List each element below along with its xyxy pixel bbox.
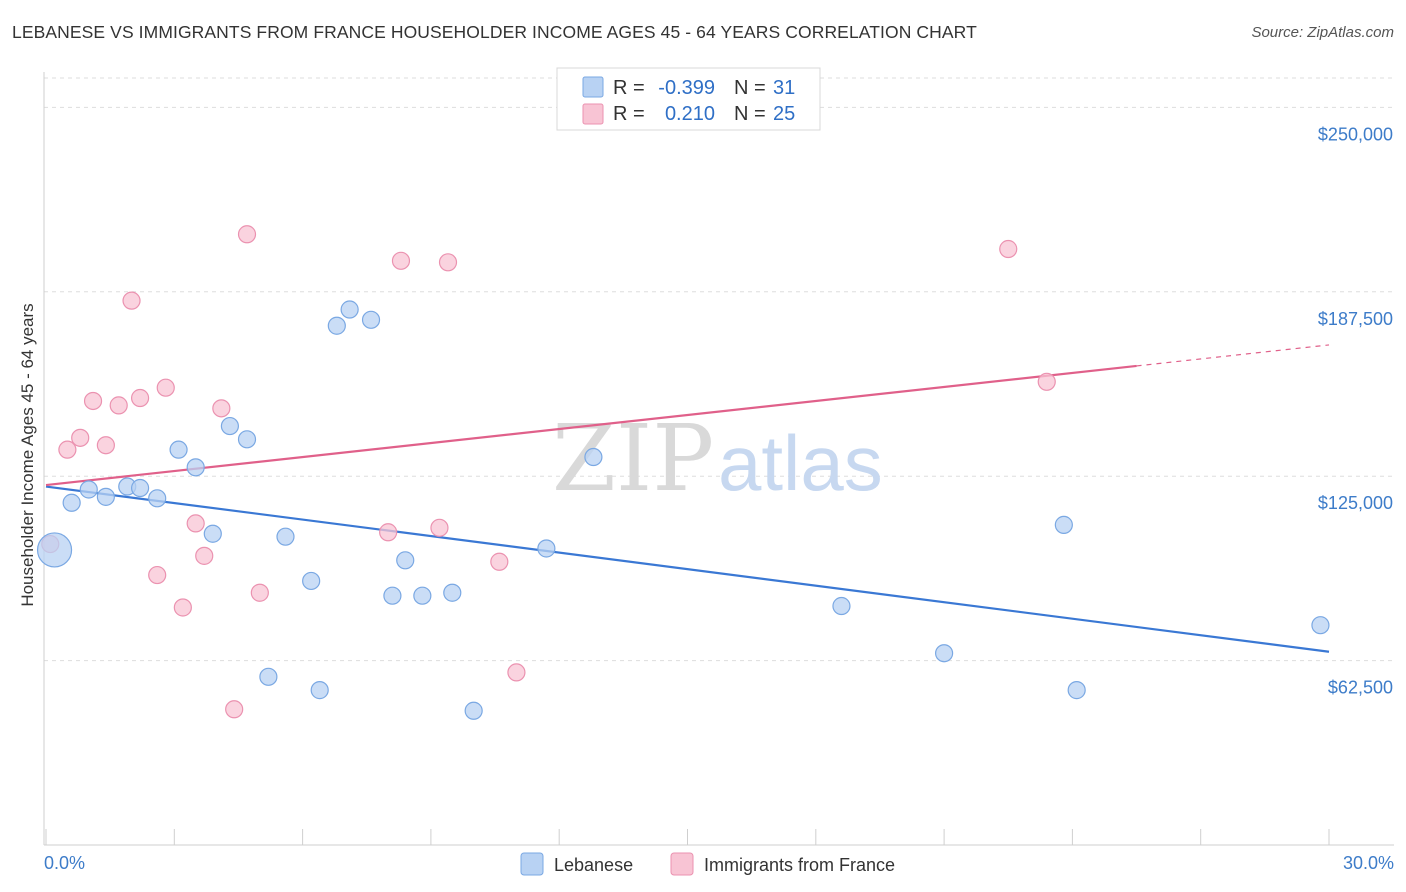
lebanese-point-20 bbox=[396, 551, 415, 570]
france-point-11 bbox=[186, 514, 205, 533]
legend-swatch-blue bbox=[582, 76, 604, 98]
france-point-3 bbox=[83, 391, 103, 411]
france-point-24 bbox=[1037, 372, 1056, 391]
lebanese-point-14 bbox=[302, 571, 321, 591]
lebanese-point-5 bbox=[130, 478, 150, 498]
france-point-6 bbox=[122, 291, 141, 310]
lebanese-point-8 bbox=[186, 458, 205, 477]
lebanese-point-13 bbox=[276, 527, 295, 546]
lebanese-point-29 bbox=[1067, 681, 1086, 700]
lebanese-point-0 bbox=[36, 532, 73, 568]
lebanese-point-30 bbox=[1311, 616, 1330, 635]
lebanese-point-6 bbox=[148, 489, 167, 508]
bottom-legend: Lebanese Immigrants from France bbox=[520, 852, 895, 876]
y-tick-labels: $62,500 $125,000 $187,500 $250,000 bbox=[1318, 124, 1393, 697]
lebanese-point-23 bbox=[464, 701, 483, 720]
lebanese-point-17 bbox=[340, 300, 359, 319]
bottom-legend-swatch-lebanese bbox=[520, 852, 544, 876]
france-point-14 bbox=[225, 700, 244, 719]
trend-line-ext-1 bbox=[1136, 344, 1330, 367]
y-tick-label-0: $62,500 bbox=[1328, 678, 1393, 698]
x-tick-label-max: 30.0% bbox=[1343, 853, 1394, 873]
france-point-9 bbox=[156, 378, 175, 397]
legend-n-value-1: 31 bbox=[773, 77, 795, 99]
data-points bbox=[36, 225, 1330, 720]
y-axis-label: Householder Income Ages 45 - 64 years bbox=[18, 303, 37, 606]
legend-r-label-2: R = bbox=[613, 103, 645, 125]
lebanese-point-15 bbox=[310, 681, 329, 700]
bottom-legend-label-lebanese: Lebanese bbox=[554, 855, 633, 875]
chart-title: LEBANESE VS IMMIGRANTS FROM FRANCE HOUSE… bbox=[12, 22, 977, 42]
trend-line-1 bbox=[45, 364, 1137, 487]
legend-r-label-1: R = bbox=[613, 77, 645, 99]
france-point-13 bbox=[212, 399, 231, 418]
france-point-22 bbox=[507, 663, 526, 682]
bottom-legend-swatch-france bbox=[670, 852, 694, 876]
watermark-zip: ZIP bbox=[552, 405, 714, 512]
france-point-4 bbox=[96, 436, 115, 455]
lebanese-point-3 bbox=[96, 487, 115, 506]
france-point-20 bbox=[438, 253, 458, 272]
x-tick-label-min: 0.0% bbox=[44, 853, 85, 873]
lebanese-point-9 bbox=[203, 524, 222, 543]
france-point-7 bbox=[130, 388, 150, 408]
france-point-23 bbox=[999, 239, 1018, 259]
lebanese-point-10 bbox=[220, 416, 239, 436]
lebanese-point-12 bbox=[259, 667, 278, 686]
lebanese-point-1 bbox=[62, 493, 81, 512]
stats-legend: R = -0.399 N = 31 R = 0.210 N = 25 bbox=[556, 67, 821, 131]
lebanese-point-7 bbox=[169, 440, 188, 459]
watermark-atlas: atlas bbox=[718, 419, 883, 507]
x-minor-ticks bbox=[45, 829, 1330, 845]
lebanese-point-18 bbox=[361, 310, 381, 329]
france-point-8 bbox=[148, 565, 167, 585]
france-point-21 bbox=[490, 552, 509, 571]
france-point-19 bbox=[430, 518, 449, 537]
legend-n-label-1: N = bbox=[734, 77, 766, 99]
france-point-15 bbox=[237, 225, 257, 244]
bottom-legend-label-france: Immigrants from France bbox=[704, 855, 895, 875]
legend-swatch-pink bbox=[582, 103, 604, 125]
legend-n-label-2: N = bbox=[734, 103, 766, 125]
trend-line-0 bbox=[45, 485, 1330, 653]
legend-r-value-2: 0.210 bbox=[665, 103, 715, 125]
france-point-5 bbox=[109, 396, 128, 415]
y-tick-label-2: $187,500 bbox=[1318, 309, 1393, 329]
lebanese-point-11 bbox=[237, 430, 257, 449]
france-point-2 bbox=[71, 428, 90, 447]
legend-r-value-1: -0.399 bbox=[658, 77, 715, 99]
france-point-12 bbox=[195, 546, 214, 565]
legend-n-value-2: 25 bbox=[773, 103, 795, 125]
lebanese-point-26 bbox=[832, 596, 851, 616]
lebanese-point-19 bbox=[383, 586, 402, 605]
lebanese-point-24 bbox=[537, 539, 556, 558]
france-point-17 bbox=[379, 523, 398, 542]
lebanese-point-25 bbox=[584, 447, 603, 467]
lebanese-point-16 bbox=[327, 316, 346, 335]
lebanese-point-27 bbox=[934, 644, 954, 663]
france-point-16 bbox=[250, 583, 269, 602]
y-tick-label-1: $125,000 bbox=[1318, 493, 1393, 513]
lebanese-point-22 bbox=[443, 583, 462, 602]
trend-lines bbox=[45, 344, 1330, 653]
france-point-1 bbox=[58, 440, 77, 459]
lebanese-point-21 bbox=[413, 586, 432, 605]
lebanese-point-2 bbox=[79, 480, 98, 499]
y-tick-label-3: $250,000 bbox=[1318, 124, 1393, 144]
france-point-18 bbox=[391, 251, 411, 270]
lebanese-point-28 bbox=[1054, 515, 1073, 534]
france-point-10 bbox=[173, 598, 192, 617]
chart-source: Source: ZipAtlas.com bbox=[1251, 24, 1394, 41]
